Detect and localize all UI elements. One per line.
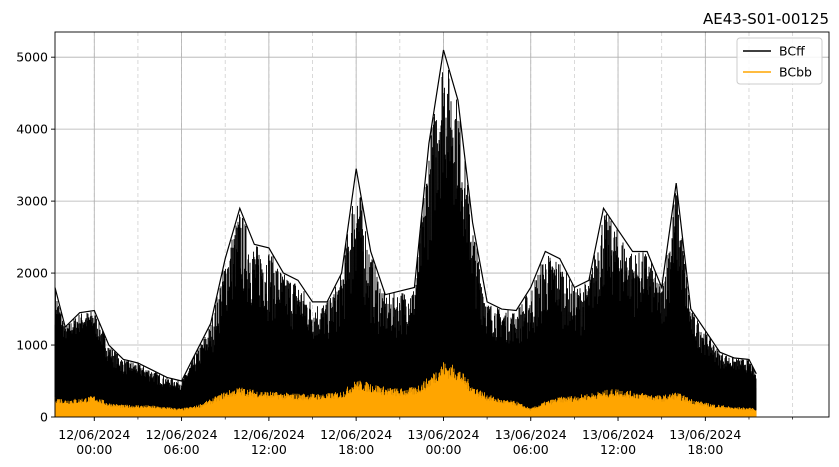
x-tick-label-date: 12/06/2024 (146, 427, 218, 442)
series-bcff (54, 49, 757, 417)
legend-label-bcbb: BCbb (779, 65, 812, 80)
x-tick-label-time: 00:00 (76, 442, 112, 457)
y-tick-label: 1000 (16, 338, 48, 353)
y-tick-label: 4000 (16, 122, 48, 137)
legend: BCff BCbb (736, 37, 823, 85)
x-tick-label-date: 13/06/2024 (407, 427, 479, 442)
y-tick-label: 5000 (16, 50, 48, 65)
chart-title: AE43-S01-00125 (703, 10, 829, 28)
x-tick-label-time: 12:00 (251, 442, 287, 457)
x-tick-label-time: 06:00 (164, 442, 200, 457)
bcff-envelope (54, 49, 757, 382)
x-tick-label-date: 12/06/2024 (233, 427, 305, 442)
y-tick-label: 2000 (16, 266, 48, 281)
x-tick-label-time: 12:00 (600, 442, 636, 457)
x-tick-label-time: 06:00 (513, 442, 549, 457)
x-tick-label-time: 18:00 (338, 442, 374, 457)
x-tick-label-date: 13/06/2024 (669, 427, 741, 442)
legend-label-bcff: BCff (779, 44, 805, 59)
x-tick-label-date: 12/06/2024 (58, 427, 130, 442)
x-tick-label-time: 18:00 (687, 442, 723, 457)
x-tick-label-date: 13/06/2024 (495, 427, 567, 442)
x-tick-label-time: 00:00 (425, 442, 461, 457)
y-tick-label: 0 (40, 410, 48, 425)
y-axis: 0 1000 2000 3000 4000 5000 (16, 50, 55, 425)
x-tick-label-date: 13/06/2024 (582, 427, 654, 442)
y-tick-label: 3000 (16, 194, 48, 209)
plot-frame (54, 31, 830, 418)
x-axis: 12/06/202400:0012/06/202406:0012/06/2024… (58, 417, 793, 457)
bcff-body (55, 273, 757, 417)
x-tick-label-date: 12/06/2024 (320, 427, 392, 442)
